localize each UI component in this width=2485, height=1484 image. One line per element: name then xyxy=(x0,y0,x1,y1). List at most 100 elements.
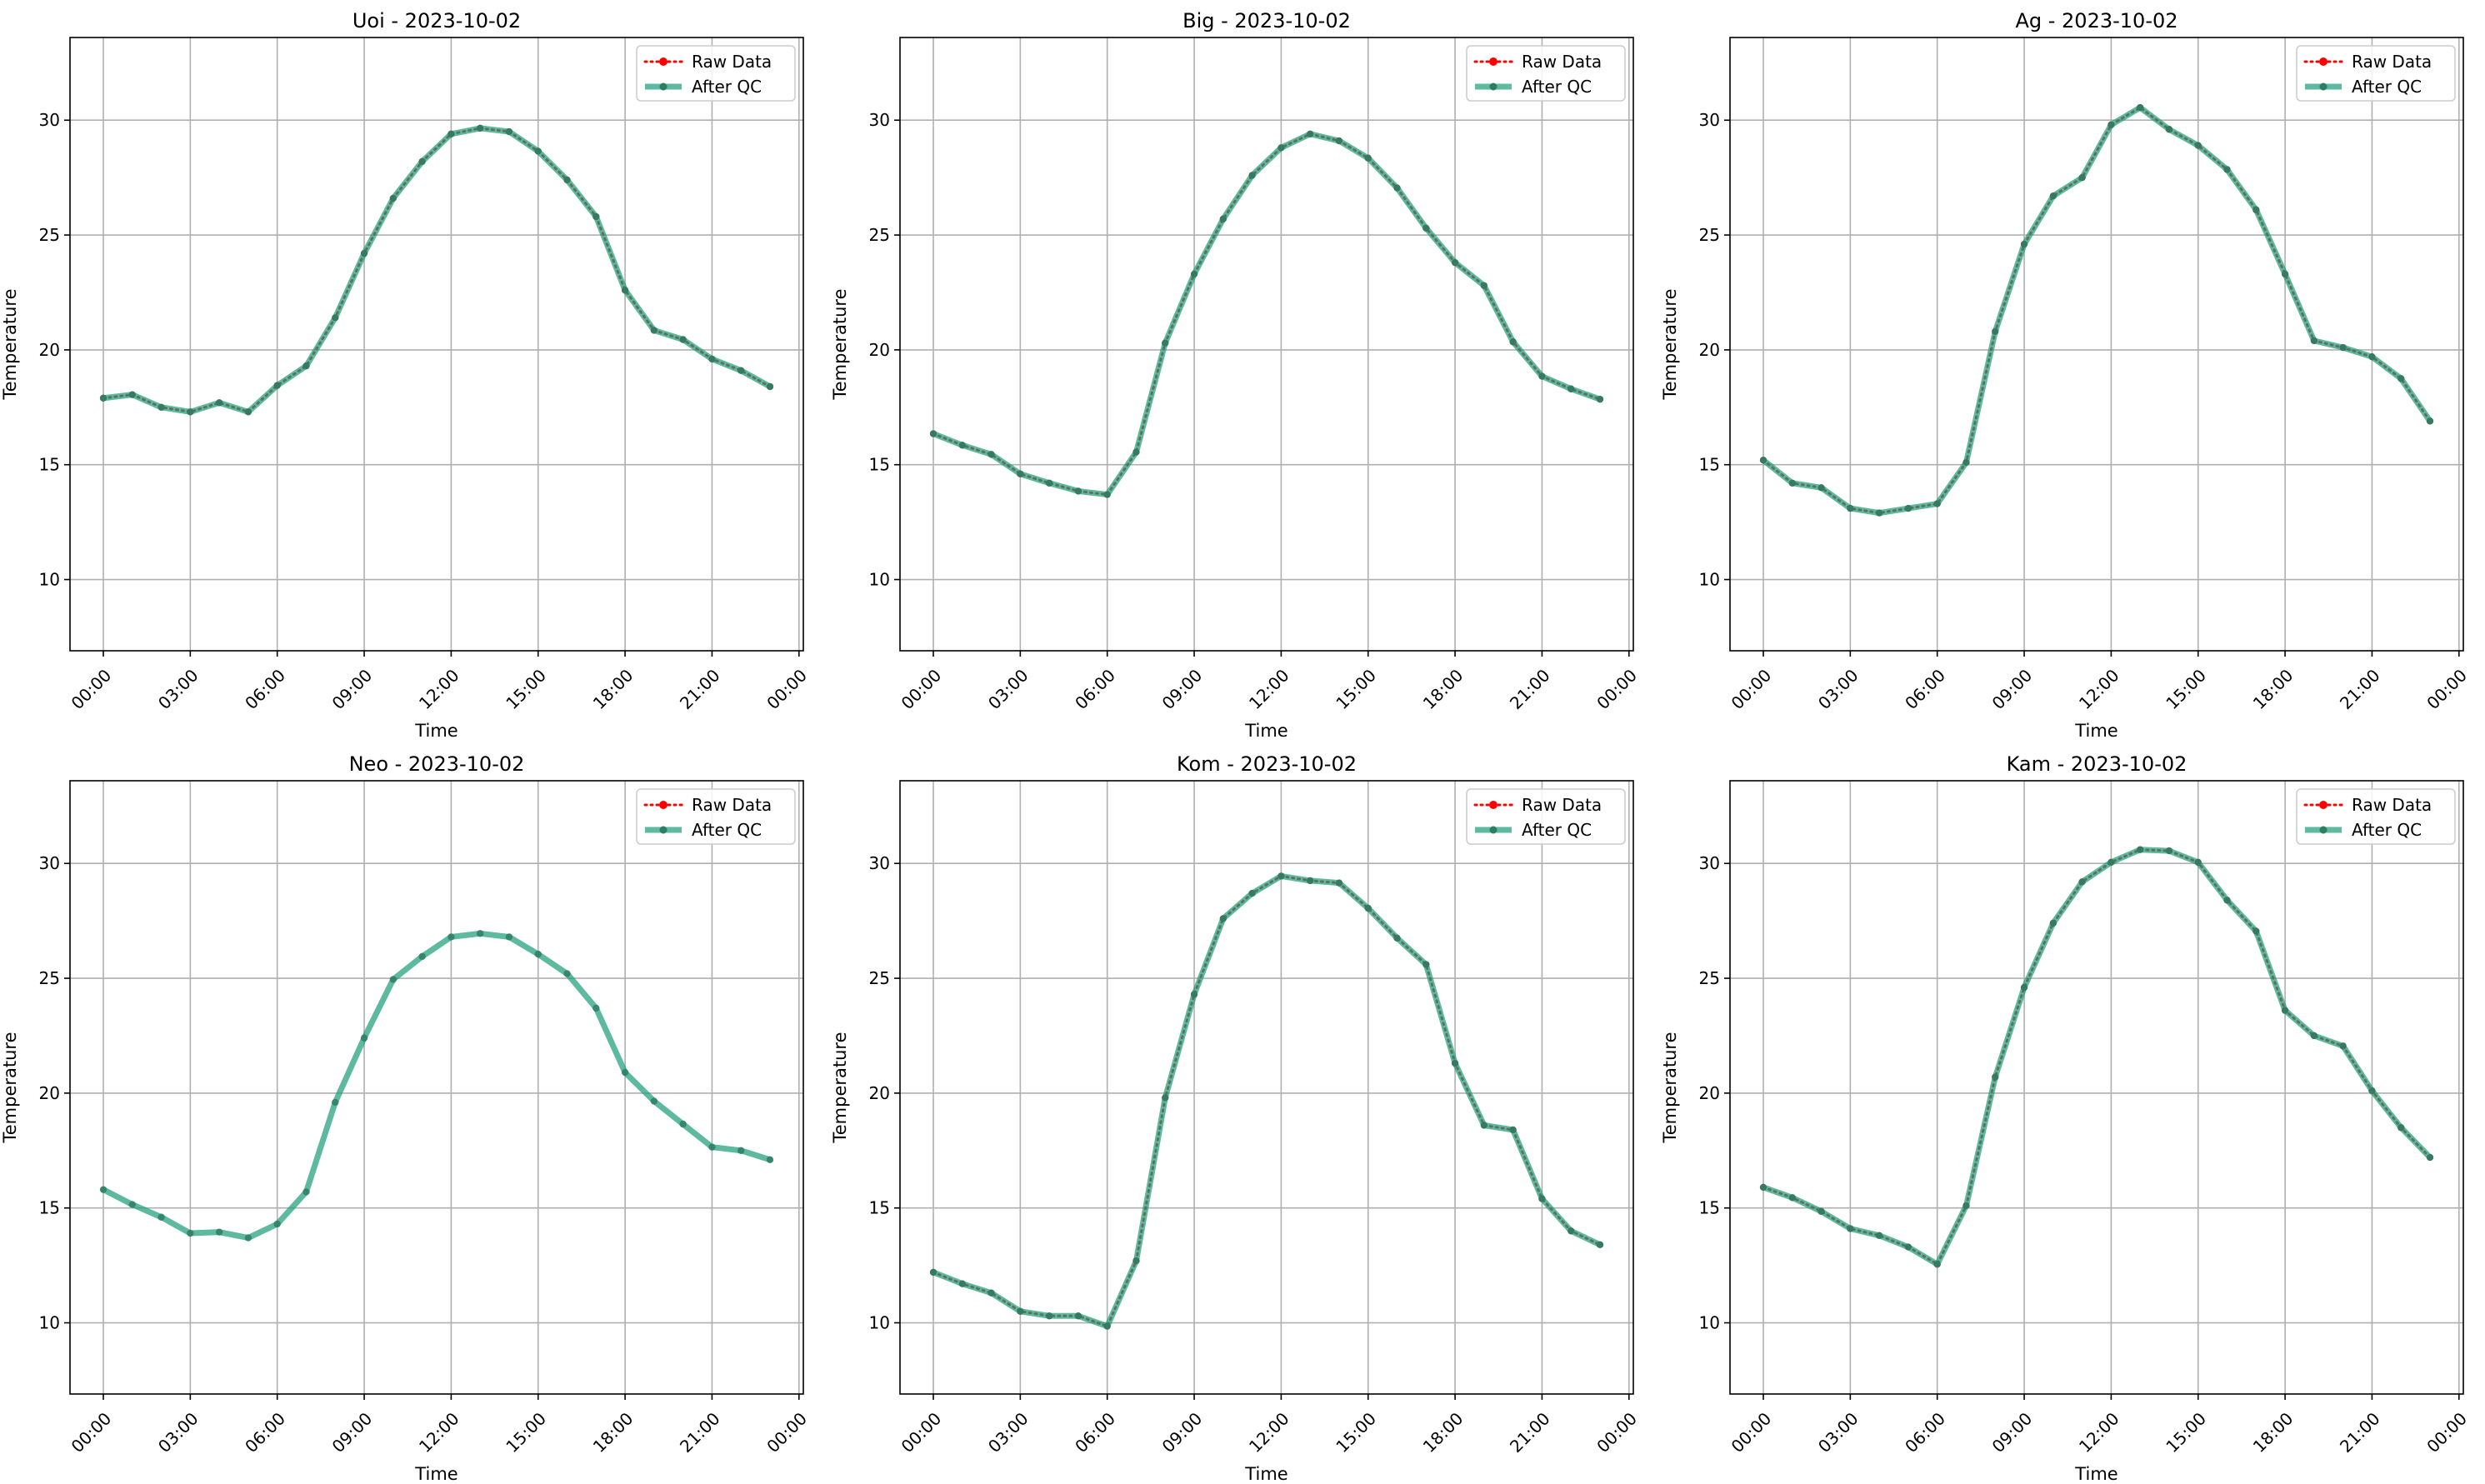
y-tick-label: 30 xyxy=(39,853,60,873)
after-qc-point xyxy=(708,1143,716,1151)
after-qc-point xyxy=(215,1228,223,1236)
after-qc-point xyxy=(2252,206,2260,213)
x-tick-label: 09:00 xyxy=(328,1408,377,1457)
x-tick-label: 21:00 xyxy=(2336,1408,2384,1457)
after-qc-point xyxy=(2398,375,2405,382)
after-qc-line xyxy=(1760,847,2433,1267)
chart-title: Big - 2023-10-02 xyxy=(1182,9,1351,32)
after-qc-point xyxy=(2078,173,2086,182)
after-qc-point xyxy=(679,336,687,343)
x-tick-label: 09:00 xyxy=(1988,1408,2037,1457)
after-qc-point xyxy=(1596,1241,1604,1249)
after-qc-point xyxy=(1248,172,1256,179)
x-tick-label: 06:00 xyxy=(1901,665,1949,713)
after-qc-point xyxy=(592,1004,600,1012)
x-tick-label: 03:00 xyxy=(1814,1408,1862,1457)
legend-raw-label: Raw Data xyxy=(2352,52,2432,72)
after-qc-point xyxy=(1451,1059,1459,1067)
axes-frame xyxy=(899,37,1634,652)
legend-qc-label: After QC xyxy=(1522,820,1592,840)
x-tick-label: 15:00 xyxy=(2162,665,2210,713)
after-qc-point xyxy=(958,442,966,449)
after-qc-point xyxy=(1509,338,1517,346)
subplot-6: 00:00 03:00 06:00 09:00 12:00 15:00 18:00 21:00… xyxy=(1660,752,2471,1484)
x-tick-label: 18:00 xyxy=(589,1408,638,1457)
subplot-1: 00:00 03:00 06:00 09:00 12:00 15:00 18:00 21:00… xyxy=(0,9,811,741)
x-tick-label: 12:00 xyxy=(2075,1408,2123,1457)
after-qc-point xyxy=(1335,879,1343,887)
plot-area xyxy=(99,930,774,1242)
y-tick-label: 10 xyxy=(39,1313,60,1333)
after-qc-point xyxy=(2136,846,2144,853)
after-qc-point xyxy=(2194,858,2202,867)
x-tick-label: 00:00 xyxy=(762,1408,811,1457)
y-tick-label: 10 xyxy=(39,570,60,590)
after-qc-point xyxy=(244,1234,252,1242)
after-qc-point xyxy=(1045,1312,1053,1320)
x-tick-label: 12:00 xyxy=(1245,665,1293,713)
after-qc-point xyxy=(1364,154,1372,162)
plot-area xyxy=(929,130,1604,498)
after-qc-point xyxy=(1480,1122,1488,1129)
chart-title: Uoi - 2023-10-02 xyxy=(352,9,521,32)
after-qc-point xyxy=(563,970,571,977)
after-qc-point xyxy=(766,1156,774,1164)
after-qc-point xyxy=(1132,448,1140,456)
raw-data-line xyxy=(1762,848,2432,1267)
after-qc-point xyxy=(2194,142,2202,149)
x-tick-label: 15:00 xyxy=(1332,665,1380,713)
raw-data-line xyxy=(102,127,772,414)
after-qc-point xyxy=(128,391,136,398)
after-qc-point xyxy=(1190,991,1198,998)
after-qc-point xyxy=(1162,339,1169,347)
after-qc-point xyxy=(302,362,310,370)
x-tick-label: 21:00 xyxy=(1506,1408,1554,1457)
x-tick-label: 00:00 xyxy=(1728,665,1776,713)
after-qc-line xyxy=(100,930,773,1242)
y-tick-label: 20 xyxy=(39,340,60,360)
x-tick-label: 15:00 xyxy=(2162,1408,2210,1457)
legend: Raw Data After QC xyxy=(1466,788,1626,845)
after-qc-point xyxy=(2049,919,2058,927)
after-qc-point xyxy=(360,249,368,257)
after-qc-point xyxy=(187,1229,194,1237)
x-tick-label: 18:00 xyxy=(1419,1408,1468,1457)
x-tick-label: 15:00 xyxy=(502,1408,550,1457)
after-qc-point xyxy=(1847,504,1854,512)
subplot-4: 00:00 03:00 06:00 09:00 12:00 15:00 18:00 21:00… xyxy=(0,752,811,1484)
after-qc-point xyxy=(650,1097,658,1105)
after-qc-point xyxy=(1933,1261,1941,1268)
after-qc-point xyxy=(1480,282,1488,289)
raw-data-line xyxy=(932,874,1602,1328)
x-tick-label: 00:00 xyxy=(1728,1408,1776,1457)
legend-qc-marker xyxy=(2319,82,2328,91)
after-qc-point xyxy=(2165,847,2173,855)
after-qc-point xyxy=(1335,137,1343,145)
x-axis-label: Time xyxy=(2074,721,2118,741)
y-tick-label: 25 xyxy=(1699,968,1720,988)
x-tick-label: 18:00 xyxy=(1419,665,1468,713)
legend-qc-marker xyxy=(2319,826,2328,834)
after-qc-point xyxy=(244,408,252,416)
legend: Raw Data After QC xyxy=(2296,45,2456,102)
x-tick-label: 00:00 xyxy=(2422,1408,2471,1457)
after-qc-point xyxy=(360,1034,368,1042)
after-qc-point xyxy=(273,1220,281,1228)
x-tick-label: 03:00 xyxy=(154,665,202,713)
x-tick-label: 12:00 xyxy=(415,1408,463,1457)
x-tick-label: 12:00 xyxy=(415,665,463,713)
y-tick-label: 30 xyxy=(869,853,890,873)
y-tick-label: 25 xyxy=(869,225,890,245)
x-axis-label: Time xyxy=(1244,721,1288,741)
after-qc-point xyxy=(128,1201,136,1208)
after-qc-point xyxy=(1074,487,1082,495)
after-qc-point xyxy=(2426,1153,2434,1162)
after-qc-point xyxy=(1538,1195,1546,1202)
after-qc-point xyxy=(158,1213,165,1221)
legend-qc-marker xyxy=(1489,82,1498,91)
after-qc-point xyxy=(2339,1042,2347,1050)
y-tick-label: 15 xyxy=(1699,455,1720,475)
after-qc-point xyxy=(2108,858,2115,867)
after-qc-point xyxy=(534,950,542,958)
legend-qc-label: After QC xyxy=(1522,77,1592,97)
